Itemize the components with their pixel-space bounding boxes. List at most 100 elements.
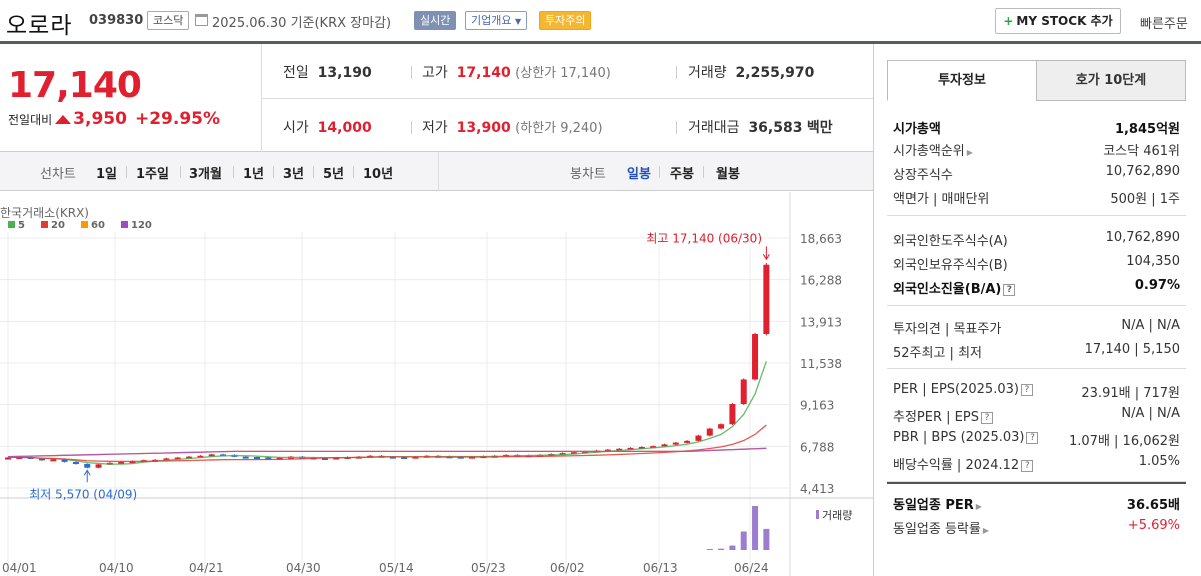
candle <box>718 424 725 429</box>
info-row-value: 17,140 | 5,150 <box>1084 342 1180 357</box>
arrow-right-icon[interactable]: ▶ <box>982 526 990 535</box>
candle-weekly[interactable]: 주봉 <box>670 167 694 182</box>
y-tick-label: 6,788 <box>800 440 834 454</box>
ma-line <box>7 447 767 458</box>
y-tick-label: 18,663 <box>800 232 842 246</box>
help-icon[interactable]: ? <box>980 412 993 424</box>
info-row-label: 추정PER | EPS? <box>893 406 993 425</box>
tab-invest-info[interactable]: 투자정보 <box>887 60 1037 101</box>
candle-daily[interactable]: 일봉 <box>627 167 651 182</box>
info-row-label: 배당수익률 | 2024.12? <box>893 454 1034 473</box>
candle <box>706 428 713 436</box>
period-10y[interactable]: 10년 <box>363 167 394 182</box>
chevron-down-icon: ▼ <box>514 17 522 26</box>
info-row: 배당수익률 | 2024.12? 1.05% <box>893 454 1180 476</box>
info-row-value: 23.91배 | 717원 <box>1081 386 1180 401</box>
candle <box>389 456 396 459</box>
prev-value: 13,190 <box>317 65 372 81</box>
high-label: 고가 <box>422 65 448 81</box>
candle <box>752 334 759 380</box>
candle <box>570 452 577 455</box>
info-row: 동일업종 PER ▶ 36.65배 <box>893 494 1180 516</box>
candle <box>242 456 249 459</box>
ma-legend-swatch <box>81 221 88 228</box>
candle <box>616 448 623 451</box>
period-1d[interactable]: 1일 <box>96 167 118 182</box>
low-price: 저가 13,900 (하한가 9,240) <box>422 117 603 137</box>
candle <box>582 451 589 454</box>
info-row-label: 외국인소진율(B/A)? <box>893 278 1016 297</box>
help-icon[interactable]: ? <box>1020 384 1033 396</box>
max-arrow-head <box>762 254 770 261</box>
info-row-value: 36.65배 <box>1126 498 1180 513</box>
open-value: 14,000 <box>317 120 372 136</box>
trade-amount: 거래대금 36,583 백만 <box>688 117 833 137</box>
info-row-label: 시가총액 <box>893 122 941 137</box>
volume: 거래량 2,255,970 <box>688 62 814 82</box>
candle <box>84 464 91 468</box>
upper-limit: (상한가 17,140) <box>515 66 611 81</box>
arrow-right-icon[interactable]: ▶ <box>966 148 973 157</box>
lower-limit: (하한가 9,240) <box>515 121 603 136</box>
amount-label: 거래대금 <box>688 120 740 136</box>
info-row: 외국인보유주식수(B) 104,350 <box>893 254 1180 276</box>
candle <box>265 457 272 460</box>
line-chart-label: 선차트 <box>40 167 76 182</box>
info-tabs: 투자정보 호가 10단계 <box>887 60 1186 101</box>
info-row-value: 0.97% <box>1134 278 1180 293</box>
candle <box>740 379 747 405</box>
period-3m[interactable]: 3개월 <box>189 167 222 182</box>
low-value: 13,900 <box>456 120 511 136</box>
price-chart[interactable]: 한국거래소(KRX) 5 20 60 120 18,663 16,288 13,913 11,5… <box>0 192 873 576</box>
info-row-value: N/A | N/A <box>1121 406 1180 421</box>
info-row-value: 104,350 <box>1126 254 1180 269</box>
candle <box>197 455 204 458</box>
arrow-right-icon[interactable]: ▶ <box>975 502 982 511</box>
period-separator <box>233 166 234 178</box>
ma-legend-swatch <box>41 221 48 228</box>
x-tick-label: 04/01 <box>2 561 37 575</box>
tab-orderbook[interactable]: 호가 10단계 <box>1036 60 1186 101</box>
candle <box>401 457 408 459</box>
amount-unit: 백만 <box>806 120 833 136</box>
info-row-value: 10,762,890 <box>1105 230 1180 245</box>
x-tick-label: 04/30 <box>286 561 321 575</box>
base-date: 2025.06.30 기준(KRX 장마감) <box>212 16 392 31</box>
info-row-value: 1.05% <box>1138 454 1180 469</box>
candle <box>650 446 657 449</box>
period-separator <box>659 166 660 178</box>
ma-legend-swatch <box>121 221 128 228</box>
period-1y[interactable]: 1년 <box>243 167 265 182</box>
change-label: 전일대비 <box>8 113 53 127</box>
price-change: 전일대비 3,950 +29.95% <box>8 109 220 129</box>
period-3y[interactable]: 3년 <box>283 167 305 182</box>
info-row: 외국인소진율(B/A)? 0.97% <box>893 278 1180 300</box>
period-5y[interactable]: 5년 <box>323 167 345 182</box>
quick-order-link[interactable]: 빠른주문 <box>1140 17 1188 32</box>
period-separator <box>180 166 181 178</box>
period-1w[interactable]: 1주일 <box>136 167 169 182</box>
open-label: 시가 <box>283 120 309 136</box>
info-row: 52주최고 | 최저 17,140 | 5,150 <box>893 342 1180 364</box>
stock-header: 오로라 039830 코스닥 2025.06.30 기준(KRX 장마감) 실시… <box>0 0 1201 44</box>
info-divider <box>887 215 1186 216</box>
period-separator <box>703 166 704 178</box>
low-label: 저가 <box>422 120 448 136</box>
candle <box>95 464 102 468</box>
y-tick-label: 16,288 <box>800 274 842 288</box>
company-info-dropdown[interactable]: 기업개요 ▼ <box>465 11 528 30</box>
volume-bar <box>706 549 713 550</box>
candle <box>638 447 645 449</box>
help-icon[interactable]: ? <box>1026 432 1039 444</box>
candle <box>129 461 136 464</box>
add-mystock-button[interactable]: + MY STOCK 추가 <box>995 8 1121 34</box>
info-row-label: 상장주식수 <box>893 168 953 183</box>
candle-chart-label: 봉차트 <box>570 167 606 182</box>
market-badge: 코스닥 <box>147 11 190 30</box>
help-icon[interactable]: ? <box>1021 460 1034 472</box>
realtime-badge[interactable]: 실시간 <box>414 11 457 30</box>
candle-monthly[interactable]: 월봉 <box>716 167 740 182</box>
info-row-value: N/A | N/A <box>1121 318 1180 333</box>
period-separator <box>313 166 314 178</box>
help-icon[interactable]: ? <box>1003 284 1016 296</box>
